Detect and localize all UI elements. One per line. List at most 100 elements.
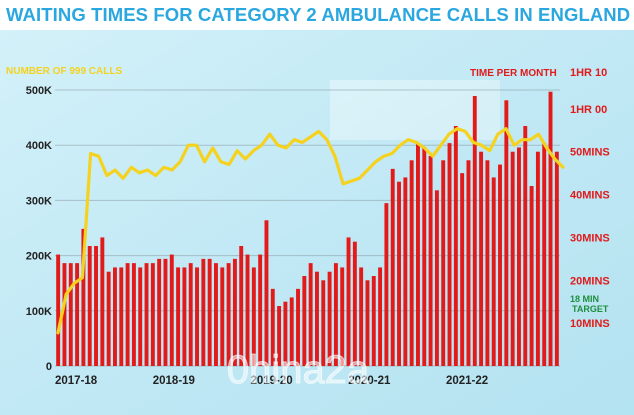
time-bar — [75, 263, 80, 366]
left-tick-label: 200K — [26, 251, 52, 263]
time-bar — [87, 246, 92, 366]
time-bar — [270, 288, 275, 366]
time-bar — [554, 151, 559, 366]
right-tick-label: 10MINS — [570, 318, 610, 330]
time-bar — [62, 263, 67, 366]
time-bar — [346, 237, 351, 366]
time-bar — [340, 267, 345, 366]
right-tick-label: 40MINS — [570, 190, 610, 202]
time-bar — [504, 100, 509, 366]
time-bar — [119, 267, 124, 366]
target-label-line1: 18 MIN — [570, 294, 599, 304]
left-tick-label: 500K — [26, 85, 52, 97]
x-tick-label: 2017-18 — [55, 375, 98, 387]
time-bar — [365, 280, 370, 366]
time-bar — [251, 267, 256, 366]
chart-title: WAITING TIMES FOR CATEGORY 2 AMBULANCE C… — [6, 4, 631, 25]
time-bar — [548, 91, 553, 367]
time-bar — [100, 237, 105, 366]
time-bar — [157, 258, 162, 366]
right-axis-label: TIME PER MONTH — [470, 68, 557, 79]
time-bar — [327, 271, 332, 366]
time-bar — [94, 246, 98, 366]
time-bar — [403, 177, 408, 366]
time-bar — [529, 186, 534, 366]
time-bar — [466, 160, 471, 366]
time-bar — [283, 301, 288, 366]
time-bar — [491, 177, 496, 366]
time-bar — [447, 143, 452, 366]
time-bar — [384, 203, 389, 366]
time-bar — [56, 254, 61, 366]
time-bar — [113, 267, 117, 366]
time-bar — [182, 267, 187, 366]
time-bar — [258, 254, 263, 366]
time-bar — [453, 126, 458, 366]
time-bar — [416, 143, 420, 366]
time-bar — [315, 271, 319, 366]
left-axis-label: NUMBER OF 999 CALLS — [6, 66, 122, 77]
time-bar — [523, 126, 528, 366]
x-tick-label: 2018-19 — [153, 375, 195, 387]
time-bar — [264, 220, 269, 366]
time-bar — [434, 190, 439, 366]
time-bar — [422, 147, 427, 366]
background-building — [330, 80, 500, 140]
x-tick-label: 2020-21 — [348, 375, 391, 387]
time-bar — [390, 168, 395, 366]
axis-labels: NUMBER OF 999 CALLS TIME PER MONTH 0 100K 20… — [6, 66, 610, 387]
time-bar — [428, 156, 433, 366]
time-bar — [220, 267, 225, 366]
time-bar — [207, 258, 212, 366]
time-bar — [321, 280, 326, 366]
time-bar — [106, 271, 111, 366]
time-bar — [131, 263, 136, 366]
time-bar — [125, 263, 130, 366]
left-tick-label: 100K — [26, 306, 52, 318]
right-tick-label: 20MINS — [570, 275, 610, 287]
time-bar — [472, 96, 477, 366]
time-bar — [397, 181, 401, 366]
time-bar — [150, 263, 155, 366]
time-bar — [176, 267, 181, 366]
photo-background — [0, 30, 634, 415]
time-bar — [68, 263, 73, 366]
time-bar — [277, 306, 282, 366]
time-bar — [163, 258, 168, 366]
time-bar — [289, 297, 294, 366]
watermark: 0hina2a — [227, 348, 370, 392]
time-bar — [169, 254, 174, 366]
time-bar — [441, 160, 446, 366]
time-bar — [138, 267, 143, 366]
right-tick-label: 1HR 10 — [570, 67, 607, 79]
time-bars — [56, 91, 559, 367]
x-tick-label: 2019-20 — [250, 375, 292, 387]
time-bar — [188, 263, 193, 366]
time-bar — [308, 263, 313, 366]
time-bar — [498, 164, 502, 366]
time-bar — [296, 288, 300, 366]
time-bar — [302, 276, 307, 366]
left-tick-label: 300K — [26, 195, 52, 207]
time-bar — [371, 276, 376, 366]
right-tick-label: 1HR 00 — [570, 104, 607, 116]
time-bar — [333, 263, 338, 366]
time-bar — [510, 151, 515, 366]
time-bar — [232, 258, 237, 366]
time-bar — [214, 263, 218, 366]
time-bar — [226, 263, 231, 366]
title-bar: WAITING TIMES FOR CATEGORY 2 AMBULANCE C… — [0, 0, 634, 30]
time-bar — [485, 160, 490, 366]
time-bar — [195, 267, 199, 366]
time-bar — [542, 143, 547, 366]
time-bar — [378, 267, 383, 366]
time-bar — [409, 160, 414, 366]
time-bar — [460, 173, 465, 366]
time-bar — [352, 241, 357, 366]
time-bar — [144, 263, 149, 366]
time-bar — [239, 246, 244, 366]
right-tick-label: 30MINS — [570, 232, 610, 244]
time-bar — [81, 228, 86, 366]
